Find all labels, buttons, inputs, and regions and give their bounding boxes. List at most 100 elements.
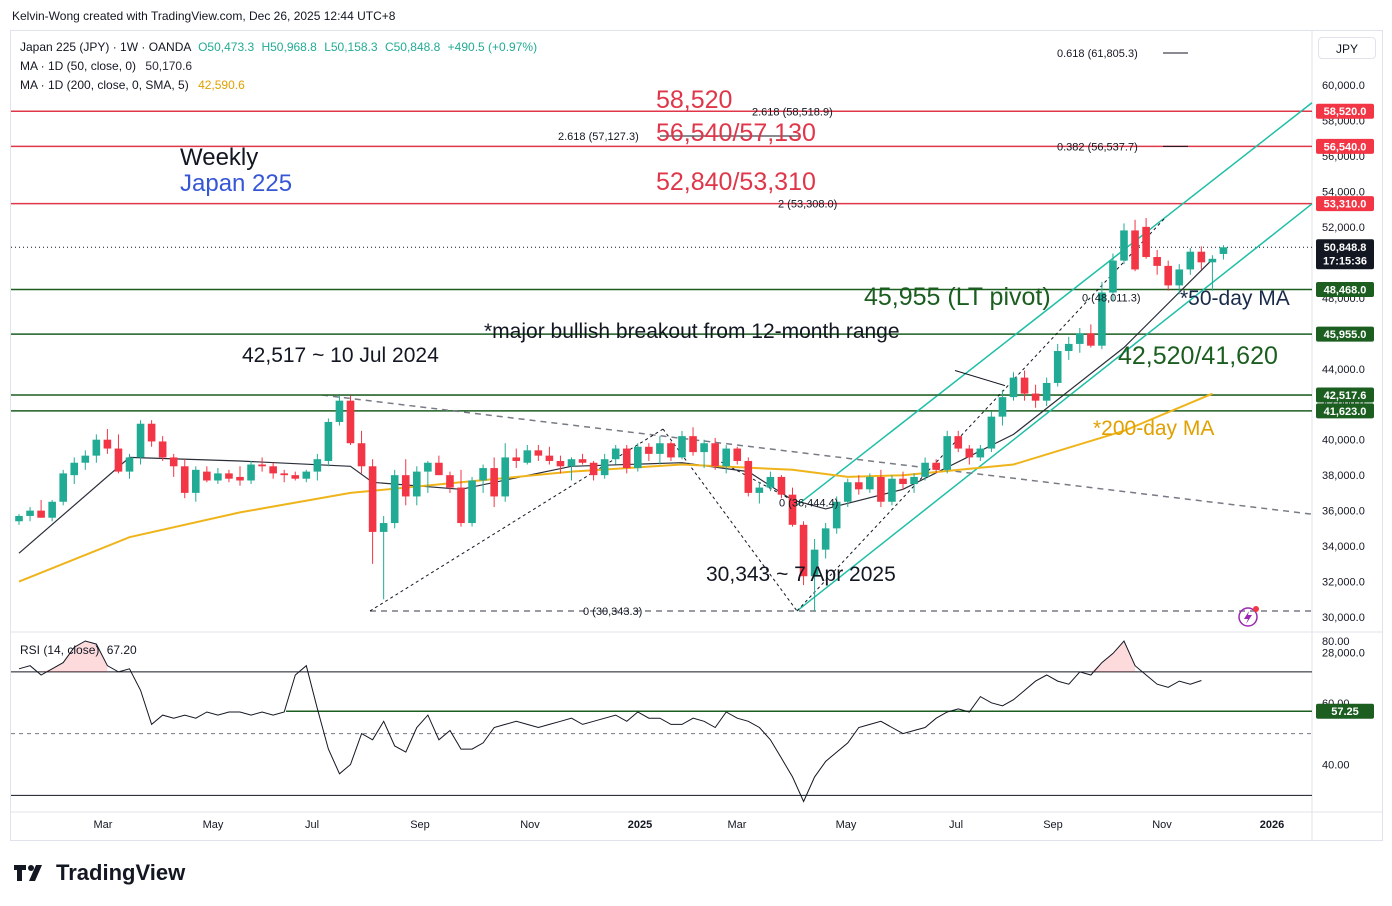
candle-body bbox=[1120, 230, 1128, 261]
change-value: +490.5 (+0.97%) bbox=[447, 40, 538, 54]
price-tick-label: 54,000.0 bbox=[1322, 186, 1365, 198]
legend-ma200-row[interactable]: MA · 1D (200, close, 0, SMA, 5) 42,590.6 bbox=[20, 78, 245, 92]
candle-body bbox=[921, 462, 929, 477]
time-tick-label: Mar bbox=[94, 819, 113, 831]
candle-body bbox=[169, 457, 178, 467]
brand-name: TradingView bbox=[56, 860, 186, 885]
candle-body bbox=[567, 459, 576, 467]
channel-lower bbox=[796, 203, 1313, 612]
price-tick-label: 60,000.0 bbox=[1322, 80, 1365, 92]
rsi-legend[interactable]: RSI (14, close) 67.20 bbox=[20, 643, 137, 657]
candle-body bbox=[490, 468, 498, 497]
ma50-annotation: *50-day MA bbox=[1180, 287, 1290, 310]
title-weekly: Weekly bbox=[180, 144, 258, 171]
candle-body bbox=[611, 448, 620, 460]
price-tag-label: 41,623.0 bbox=[1324, 406, 1367, 418]
candle-body bbox=[888, 478, 896, 502]
candle-body bbox=[225, 473, 233, 479]
candle-body bbox=[335, 400, 344, 422]
candle-body bbox=[37, 510, 45, 518]
symbol-label[interactable]: Japan 225 (JPY) · 1W · OANDA bbox=[20, 40, 191, 54]
candle-body bbox=[711, 443, 719, 467]
candle-body bbox=[622, 448, 631, 469]
close-value: C50,848.8 bbox=[384, 40, 441, 54]
ma50-value: 50,170.6 bbox=[145, 59, 193, 73]
candle-body bbox=[236, 476, 244, 481]
ma200-line bbox=[18, 392, 1213, 583]
candle-body bbox=[92, 439, 101, 456]
legend-ma50-row[interactable]: MA · 1D (50, close, 0) 50,170.6 bbox=[20, 59, 192, 73]
candle-body bbox=[269, 466, 277, 474]
price-tag-label: 42,517.6 bbox=[1324, 390, 1367, 402]
currency-button[interactable]: JPY bbox=[1318, 37, 1376, 59]
candle-body bbox=[987, 416, 996, 449]
candle-body bbox=[103, 439, 112, 449]
candle-body bbox=[1197, 251, 1206, 263]
fib-label: 2 (53,308.0) bbox=[778, 199, 837, 211]
candle-body bbox=[976, 448, 985, 458]
candle-body bbox=[645, 446, 653, 454]
candle-body bbox=[457, 487, 465, 524]
candle-body bbox=[534, 450, 543, 456]
candle-body bbox=[1042, 382, 1051, 401]
candle-body bbox=[755, 487, 764, 493]
candle-body bbox=[114, 448, 123, 472]
levels-layer bbox=[11, 110, 1312, 412]
fib-label: 0.382 (56,537.7) bbox=[1057, 141, 1138, 153]
price-tick-label: 34,000.0 bbox=[1322, 541, 1365, 553]
price-tick-label: 40,000.0 bbox=[1322, 435, 1365, 447]
low-value: L50,158.3 bbox=[324, 40, 378, 54]
candle-body bbox=[446, 475, 454, 488]
candle-body bbox=[59, 473, 67, 502]
candle-body bbox=[932, 462, 940, 470]
time-tick-label: Jul bbox=[949, 819, 963, 831]
price-tag bbox=[1316, 196, 1374, 212]
rsi-overbought-fill bbox=[41, 641, 108, 672]
candle-body bbox=[1020, 377, 1029, 394]
candle-body bbox=[998, 397, 1007, 417]
candle-body bbox=[180, 466, 189, 493]
fib-label: 0 (36,444.4) bbox=[779, 498, 838, 510]
price-tag-label: 53,310.0 bbox=[1324, 199, 1367, 211]
time-tick-label: Jul bbox=[305, 819, 319, 831]
title-instrument: Japan 225 bbox=[180, 170, 292, 197]
candle-body bbox=[214, 473, 222, 481]
candle-body bbox=[943, 436, 951, 470]
level-label-45955: 45,955 (LT pivot) bbox=[864, 283, 1051, 311]
candle-body bbox=[689, 436, 697, 453]
rsi-value: 67.20 bbox=[106, 643, 137, 657]
open-value: O50,473.3 bbox=[198, 40, 255, 54]
candle-body bbox=[1219, 247, 1228, 254]
candle-body bbox=[435, 462, 443, 476]
candle-body bbox=[1053, 351, 1062, 383]
level-label-53310: 52,840/53,310 bbox=[656, 168, 816, 196]
candle-body bbox=[346, 400, 355, 444]
candle-body bbox=[15, 515, 23, 522]
candle-body bbox=[788, 494, 797, 525]
fib-label: 0 (30,343.3) bbox=[583, 606, 642, 618]
fib-label: 2.618 (58,518.9) bbox=[752, 106, 833, 118]
tradingview-brand[interactable]: TradingView bbox=[14, 860, 185, 886]
candle-body bbox=[258, 464, 266, 467]
time-tick-label: Sep bbox=[1043, 819, 1063, 831]
candle-body bbox=[678, 436, 686, 458]
candle-body bbox=[424, 462, 432, 472]
chart-frame bbox=[10, 30, 1383, 841]
price-tick-label: 32,000.0 bbox=[1322, 577, 1365, 589]
candle-body bbox=[545, 455, 554, 461]
breakout-annotation: *major bullish breakout from 12-month ra… bbox=[484, 320, 900, 343]
candle-body bbox=[203, 471, 211, 481]
price-tag bbox=[1316, 403, 1374, 419]
candle-body bbox=[302, 471, 311, 479]
candle-body bbox=[1009, 377, 1018, 398]
rsi-overbought-fill bbox=[1090, 641, 1136, 672]
annotations-layer: 0.618 (61,805.3) 2.618 (58,518.9) 2.618 (5… bbox=[180, 48, 1290, 618]
downtrend-line bbox=[321, 394, 1313, 515]
price-tick-label: 36,000.0 bbox=[1322, 506, 1365, 518]
price-tick-label: 52,000.0 bbox=[1322, 222, 1365, 234]
candle-body bbox=[1175, 269, 1184, 286]
price-tag-label: 45,955.0 bbox=[1324, 329, 1367, 341]
candle-body bbox=[523, 450, 532, 463]
